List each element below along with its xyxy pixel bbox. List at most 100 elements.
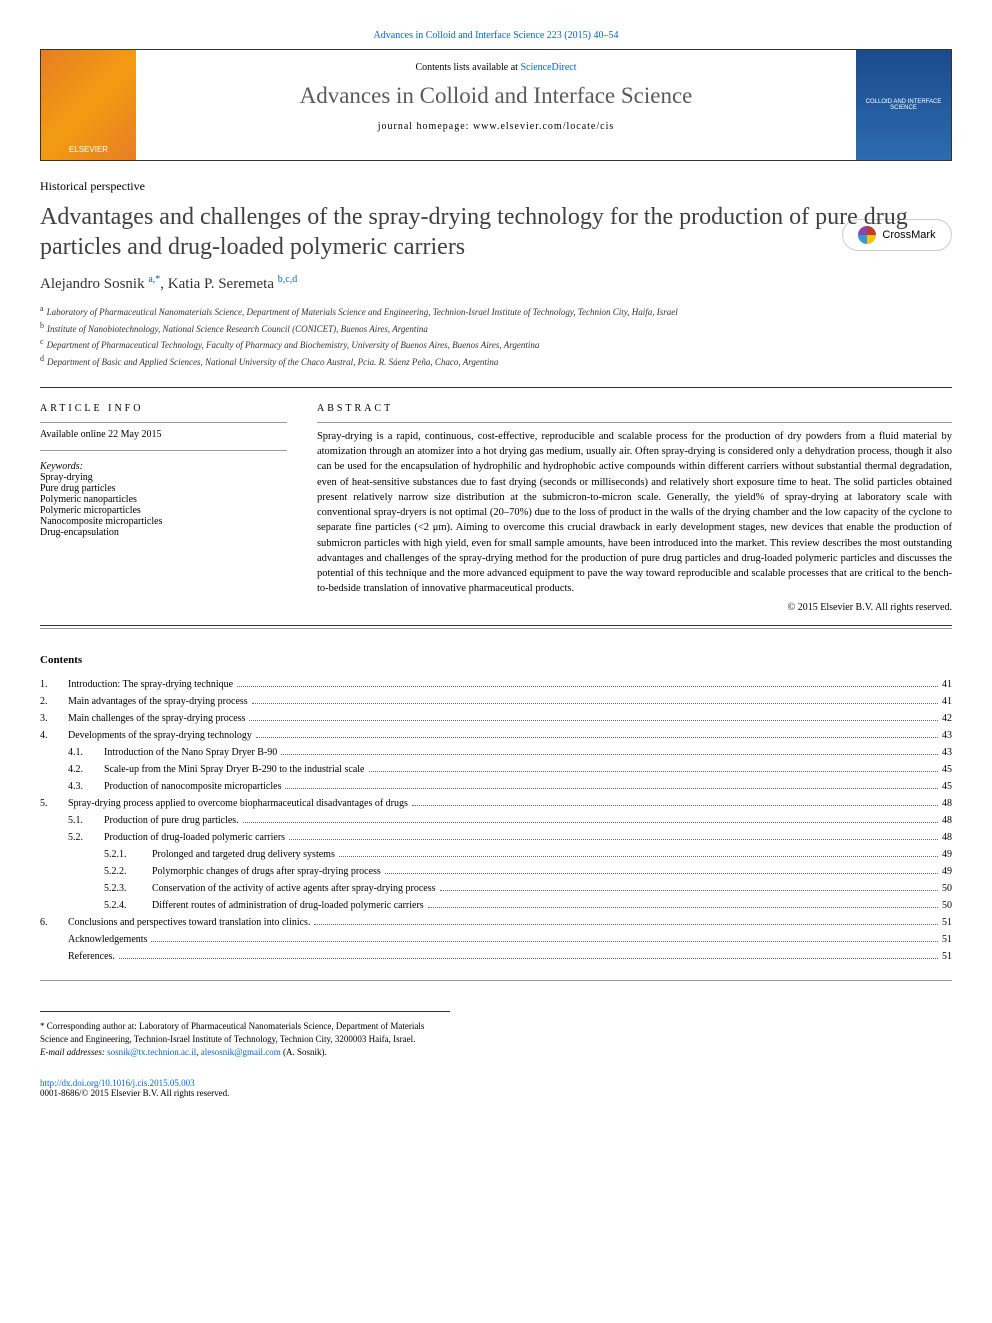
toc-title: References. — [40, 948, 115, 965]
toc-dots — [252, 703, 938, 704]
affiliation-text: Laboratory of Pharmaceutical Nanomateria… — [47, 307, 678, 317]
journal-cover-image: COLLOID AND INTERFACE SCIENCE — [856, 50, 951, 160]
toc-entry: References. 51 — [40, 948, 952, 965]
toc-entry: Acknowledgements 51 — [40, 931, 952, 948]
toc-dots — [151, 941, 938, 942]
toc-page: 42 — [942, 710, 952, 727]
toc-entry: 5.2.2.Polymorphic changes of drugs after… — [40, 863, 952, 880]
article-info-heading: article info — [40, 403, 287, 414]
keyword: Drug-encapsulation — [40, 527, 287, 538]
homepage-url: www.elsevier.com/locate/cis — [473, 121, 614, 132]
email-link-1[interactable]: sosnik@tx.technion.ac.il — [107, 1047, 196, 1057]
toc-dots — [314, 924, 938, 925]
toc-number: 5.2.3. — [40, 880, 152, 897]
toc-title: Acknowledgements — [40, 931, 147, 948]
toc-entry: 4.3.Production of nanocomposite micropar… — [40, 778, 952, 795]
table-of-contents: 1.Introduction: The spray-drying techniq… — [40, 676, 952, 965]
toc-number: 5.2.2. — [40, 863, 152, 880]
toc-number: 4. — [40, 727, 68, 744]
divider — [40, 628, 952, 629]
author-name: , Katia P. Seremeta — [160, 276, 277, 292]
toc-page: 51 — [942, 948, 952, 965]
toc-title: Spray-drying process applied to overcome… — [68, 795, 408, 812]
affiliation-text: Department of Pharmaceutical Technology,… — [47, 340, 540, 350]
affiliation-text: Institute of Nanobiotechnology, National… — [47, 324, 428, 334]
toc-number: 4.2. — [40, 761, 104, 778]
contents-list-line: Contents lists available at ScienceDirec… — [146, 62, 846, 73]
author-affiliation-marker: b,c,d — [278, 274, 297, 285]
publisher-name: ELSEVIER — [69, 145, 108, 154]
abstract-text: Spray-drying is a rapid, continuous, cos… — [317, 429, 952, 596]
toc-page: 43 — [942, 727, 952, 744]
keyword: Pure drug particles — [40, 483, 287, 494]
toc-entry: 3.Main challenges of the spray-drying pr… — [40, 710, 952, 727]
affiliation-marker: d — [40, 354, 44, 363]
toc-number: 5.1. — [40, 812, 104, 829]
toc-page: 49 — [942, 846, 952, 863]
toc-dots — [440, 890, 938, 891]
toc-number: 5.2. — [40, 829, 104, 846]
divider — [317, 422, 952, 423]
toc-dots — [369, 771, 939, 772]
doi-link[interactable]: http://dx.doi.org/10.1016/j.cis.2015.05.… — [40, 1078, 195, 1088]
toc-dots — [119, 958, 938, 959]
sciencedirect-link[interactable]: ScienceDirect — [520, 62, 576, 73]
keywords-list: Spray-dryingPure drug particlesPolymeric… — [40, 472, 287, 538]
authors-line: Alejandro Sosnik a,*, Katia P. Seremeta … — [40, 274, 952, 293]
journal-header: ELSEVIER Contents lists available at Sci… — [40, 49, 952, 161]
toc-page: 51 — [942, 931, 952, 948]
footer: http://dx.doi.org/10.1016/j.cis.2015.05.… — [40, 1078, 952, 1098]
footer-copyright: 0001-8686/© 2015 Elsevier B.V. All right… — [40, 1088, 229, 1098]
email-link-2[interactable]: alesosnik@gmail.com — [201, 1047, 281, 1057]
corresponding-author-note: * Corresponding author at: Laboratory of… — [40, 1020, 450, 1045]
publisher-logo: ELSEVIER — [41, 50, 136, 160]
toc-page: 48 — [942, 812, 952, 829]
toc-title: Conclusions and perspectives toward tran… — [68, 914, 310, 931]
toc-dots — [249, 720, 938, 721]
toc-page: 41 — [942, 676, 952, 693]
divider — [40, 450, 287, 451]
toc-dots — [412, 805, 938, 806]
toc-entry: 5.1.Production of pure drug particles.48 — [40, 812, 952, 829]
toc-entry: 1.Introduction: The spray-drying techniq… — [40, 676, 952, 693]
journal-title: Advances in Colloid and Interface Scienc… — [146, 83, 846, 109]
toc-entry: 4.Developments of the spray-drying techn… — [40, 727, 952, 744]
toc-entry: 6.Conclusions and perspectives toward tr… — [40, 914, 952, 931]
toc-number: 5. — [40, 795, 68, 812]
keyword: Polymeric nanoparticles — [40, 494, 287, 505]
toc-number: 5.2.4. — [40, 897, 152, 914]
keyword: Spray-drying — [40, 472, 287, 483]
toc-dots — [385, 873, 938, 874]
toc-entry: 2.Main advantages of the spray-drying pr… — [40, 693, 952, 710]
toc-entry: 4.2.Scale-up from the Mini Spray Dryer B… — [40, 761, 952, 778]
toc-number: 5.2.1. — [40, 846, 152, 863]
toc-page: 48 — [942, 829, 952, 846]
article-title: Advantages and challenges of the spray-d… — [40, 202, 952, 262]
email-label: E-mail addresses: — [40, 1047, 107, 1057]
journal-homepage: journal homepage: www.elsevier.com/locat… — [146, 121, 846, 132]
divider — [40, 625, 952, 626]
toc-title: Developments of the spray-drying technol… — [68, 727, 252, 744]
toc-page: 50 — [942, 880, 952, 897]
toc-number: 4.3. — [40, 778, 104, 795]
toc-title: Scale-up from the Mini Spray Dryer B-290… — [104, 761, 365, 778]
email-line: E-mail addresses: sosnik@tx.technion.ac.… — [40, 1046, 450, 1059]
toc-entry: 5.2.Production of drug-loaded polymeric … — [40, 829, 952, 846]
toc-dots — [339, 856, 938, 857]
contents-prefix: Contents lists available at — [415, 62, 520, 73]
toc-page: 43 — [942, 744, 952, 761]
abstract-copyright: © 2015 Elsevier B.V. All rights reserved… — [317, 602, 952, 613]
cover-text: COLLOID AND INTERFACE SCIENCE — [856, 95, 951, 115]
toc-title: Introduction of the Nano Spray Dryer B-9… — [104, 744, 277, 761]
toc-entry: 4.1.Introduction of the Nano Spray Dryer… — [40, 744, 952, 761]
toc-title: Different routes of administration of dr… — [152, 897, 424, 914]
toc-number: 1. — [40, 676, 68, 693]
toc-title: Prolonged and targeted drug delivery sys… — [152, 846, 335, 863]
toc-number: 3. — [40, 710, 68, 727]
keyword: Nanocomposite microparticles — [40, 516, 287, 527]
toc-page: 50 — [942, 897, 952, 914]
author-affiliation-marker: a,* — [148, 274, 160, 285]
contents-heading: Contents — [40, 654, 952, 666]
affiliation-marker: a — [40, 304, 44, 313]
affiliation-marker: b — [40, 321, 44, 330]
